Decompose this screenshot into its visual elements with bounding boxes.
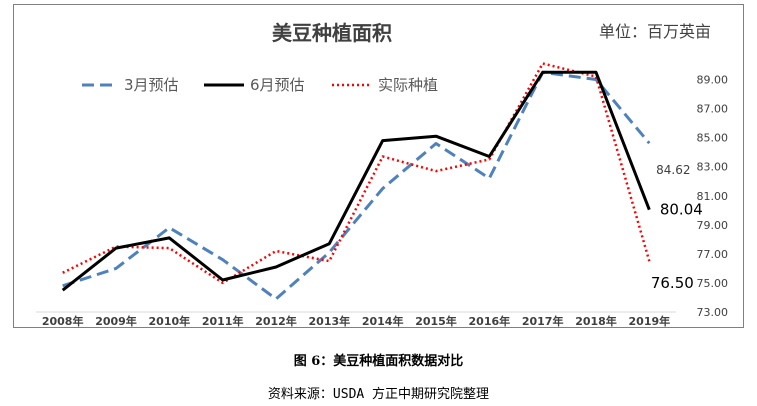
data-label: 80.04 — [660, 201, 703, 219]
chart-title: 美豆种植面积 — [272, 21, 392, 45]
series-line-1 — [61, 70, 651, 292]
series-line-0 — [62, 70, 651, 301]
x-tick-label: 2011年 — [202, 314, 244, 327]
x-tick-label: 2014年 — [362, 314, 404, 327]
data-label: 84.62 — [656, 163, 690, 177]
y-tick-label: 73.00 — [697, 306, 729, 319]
x-tick-label: 2008年 — [42, 314, 84, 327]
y-tick-label: 81.00 — [697, 190, 729, 203]
x-tick-label: 2010年 — [149, 314, 191, 327]
figure-caption: 图 6：美豆种植面积数据对比 — [293, 354, 464, 369]
y-tick-label: 79.00 — [697, 219, 729, 232]
x-tick-label: 2013年 — [309, 314, 351, 327]
unit-label: 单位：百万英亩 — [599, 22, 711, 41]
x-tick-label: 2018年 — [575, 314, 617, 327]
legend-label-march: 3月预估 — [124, 76, 179, 94]
x-tick-label: 2015年 — [415, 314, 457, 327]
figure-source: 资料来源：USDA 方正中期研究院整理 — [267, 387, 490, 402]
x-tick-label: 2017年 — [522, 314, 564, 327]
legend: 3月预估 6月预估 实际种植 — [82, 76, 438, 94]
x-tick-label: 2016年 — [469, 314, 511, 327]
x-tick-label: 2012年 — [255, 314, 297, 327]
x-tick-label: 2009年 — [95, 314, 137, 327]
soybean-acreage-chart: 美豆种植面积 单位：百万英亩 3月预估 6月预估 实际种植 73.00 75.00… — [36, 21, 729, 327]
chart-container: 美豆种植面积 单位：百万英亩 3月预估 6月预估 实际种植 73.00 75.00… — [13, 4, 744, 328]
x-axis: 2008年 2009年 2010年 2011年 2012年 2013年 2014年 2015年… — [42, 314, 670, 327]
y-axis: 73.00 75.00 77.00 79.00 81.00 83.00 85.00 87.00… — [697, 74, 729, 319]
y-tick-label: 77.00 — [697, 248, 729, 261]
y-tick-label: 75.00 — [697, 277, 729, 290]
legend-label-actual: 实际种植 — [378, 76, 438, 94]
y-tick-label: 89.00 — [697, 74, 729, 87]
data-labels: 84.62 80.04 76.50 — [651, 163, 703, 292]
x-tick-label: 2019年 — [629, 314, 671, 327]
y-tick-label: 87.00 — [697, 103, 729, 116]
series-line-2 — [62, 62, 651, 285]
data-label: 76.50 — [651, 274, 694, 292]
y-tick-label: 83.00 — [697, 161, 729, 174]
series-layer — [61, 62, 651, 301]
legend-label-june: 6月预估 — [250, 76, 305, 94]
y-tick-label: 85.00 — [697, 132, 729, 145]
